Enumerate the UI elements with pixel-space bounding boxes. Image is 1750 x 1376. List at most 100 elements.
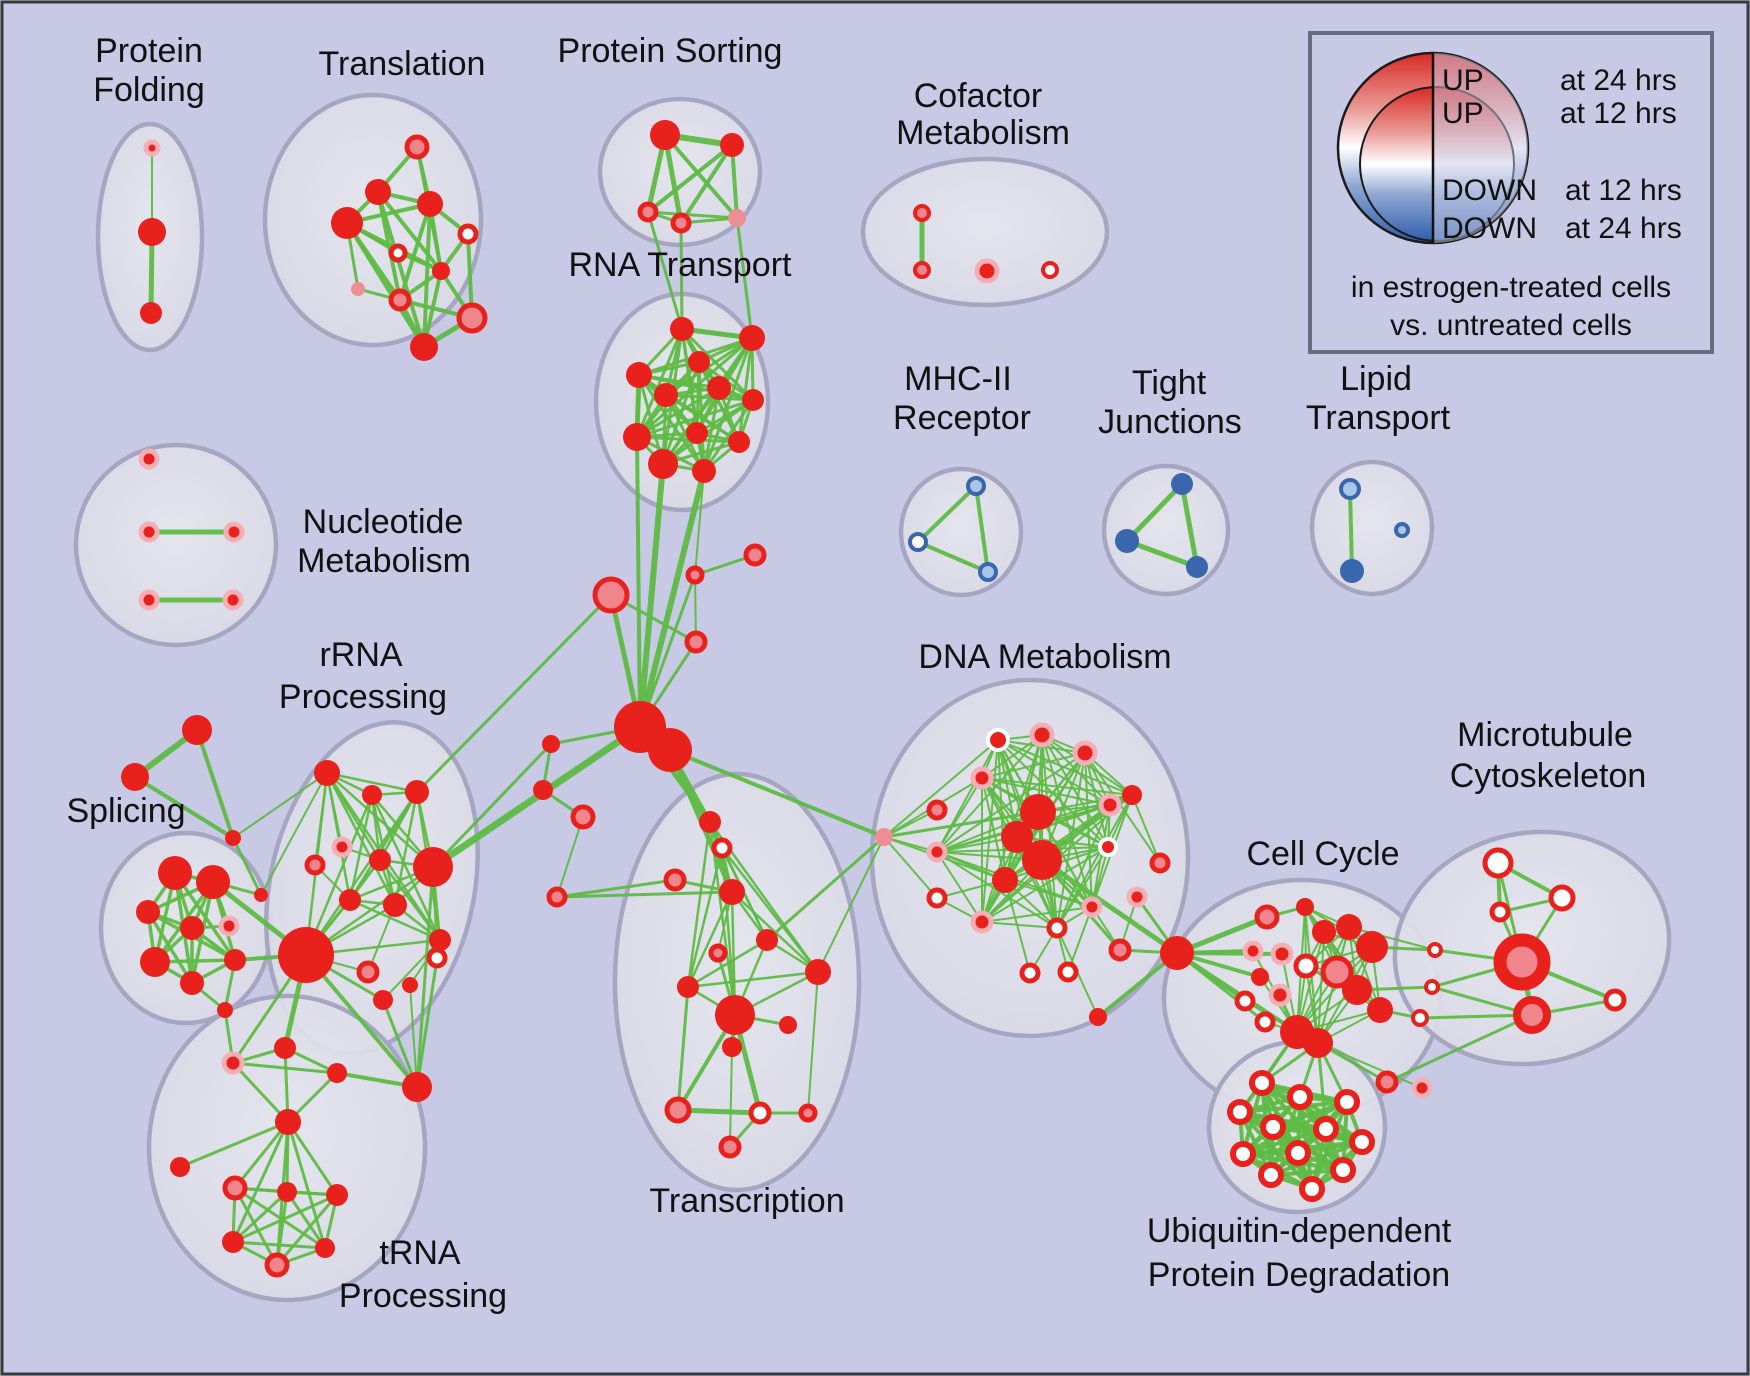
node-cc11 <box>1268 983 1292 1007</box>
edge-ps2-ps4 <box>646 210 739 220</box>
node-rr6 <box>413 847 453 887</box>
node-cc14 <box>1254 1011 1276 1033</box>
node-dm1 <box>1029 722 1055 748</box>
edge-dm5-dm0 <box>883 739 999 838</box>
node-ub1 <box>1287 1084 1313 1110</box>
node-cc4 <box>1356 931 1388 963</box>
node-mt8 <box>1411 1009 1429 1027</box>
node-sp5 <box>140 947 170 977</box>
edge-tx3-tx6 <box>686 890 734 989</box>
edge-tn5-tn9 <box>233 1186 327 1250</box>
node-dm0 <box>986 728 1010 752</box>
edge-rt10-ch0 <box>637 461 666 730</box>
node-lt2 <box>1394 522 1410 538</box>
node-dm20 <box>1057 961 1079 983</box>
edge-tn3-tn4 <box>178 1120 290 1169</box>
node-dm7 <box>1020 794 1056 830</box>
node-rr0 <box>314 760 340 786</box>
edge-tn3-tn7 <box>286 1120 339 1197</box>
edge-rt3-rt6 <box>637 373 755 402</box>
node-rr2 <box>405 780 429 804</box>
legend-row-label: DOWN <box>1442 212 1537 245</box>
edge-tn3-tn8 <box>231 1120 290 1244</box>
cluster-ellipse-mhc-ii-receptor <box>898 466 1024 598</box>
node-sp7 <box>224 949 246 971</box>
edge-dm5-dm14 <box>883 836 938 899</box>
edge-rr1-rr10 <box>304 793 374 957</box>
node-ch1 <box>648 728 692 772</box>
node-ps2 <box>637 201 659 223</box>
edge-ps1-ps3 <box>679 143 734 225</box>
node-dm21 <box>1089 1008 1107 1026</box>
edge-cc4-cc15 <box>1296 946 1373 1033</box>
edge-tr1-tr10 <box>376 190 426 349</box>
edge-dm23-dm2 <box>1084 752 1161 864</box>
cluster-label-mhc-ii-receptor-0: MHC-II <box>904 360 1012 398</box>
node-rr3 <box>331 836 353 858</box>
node-mt3 <box>1427 942 1443 958</box>
node-tx10 <box>722 1037 742 1057</box>
node-lt1 <box>1340 559 1364 583</box>
edge-tn6-tn8 <box>231 1190 289 1244</box>
edge-dm3-dm16 <box>981 777 1058 929</box>
edge-rr6-rr14 <box>415 865 435 1089</box>
edge-tr3-tr8 <box>398 202 432 302</box>
node-cc1 <box>1296 898 1314 916</box>
edge-dm2-dm3 <box>981 752 1086 779</box>
node-rr14 <box>402 1072 432 1102</box>
cluster-label-translation-0: Translation <box>319 45 486 83</box>
edge-ps2-rt0 <box>646 210 684 331</box>
node-rt9 <box>728 431 750 453</box>
edge-cc2-cc15 <box>1296 931 1325 1033</box>
node-mt0 <box>1482 847 1514 879</box>
node-dm12 <box>1122 785 1142 805</box>
node-tx0 <box>699 811 721 833</box>
edge-ch8-ch9 <box>556 816 584 898</box>
edge-rr16-rr14 <box>409 984 418 1088</box>
node-tn5 <box>222 1175 248 1201</box>
node-mt1 <box>1548 884 1576 912</box>
cluster-label-ubiquitin-dependent-protein-degradation-1: Protein Degradation <box>1148 1256 1450 1294</box>
edge-tj0-tj2 <box>1179 481 1200 570</box>
node-tx13 <box>798 1103 818 1123</box>
edge-sp8-rr0 <box>260 772 328 896</box>
edge-mh0-mh2 <box>974 484 990 574</box>
edge-tx14-tx10 <box>729 1046 733 1148</box>
edge-cc21-mt7 <box>1385 1013 1534 1084</box>
node-sp0 <box>158 856 192 890</box>
node-dm16 <box>1046 917 1068 939</box>
edge-dm12-dm16 <box>1056 794 1133 929</box>
node-dm6 <box>926 841 948 863</box>
node-nm3 <box>138 589 160 611</box>
edge-tx4-dm5 <box>765 835 886 942</box>
node-rt5 <box>707 376 731 400</box>
edge-dm6-dm7 <box>936 811 1039 853</box>
node-tn8 <box>222 1231 244 1253</box>
cluster-label-tight-junctions-1: Junctions <box>1098 403 1242 441</box>
edge-rt0-rt6 <box>680 327 755 402</box>
edge-dm0-dm6 <box>936 739 999 853</box>
edge-rt0-rt8 <box>635 327 684 439</box>
cluster-label-tight-junctions-0: Tight <box>1132 364 1207 402</box>
edge-ub5-ub6 <box>1241 1127 1328 1156</box>
cluster-label-rna-transport-0: RNA Transport <box>569 246 793 284</box>
edge-tn6-tn9 <box>285 1190 327 1250</box>
cluster-label-cofactor-metabolism-1: Metabolism <box>896 114 1070 152</box>
node-cf3 <box>1041 261 1059 279</box>
node-dm2 <box>1072 740 1098 766</box>
cluster-ellipse-nucleotide-metabolism <box>73 442 279 648</box>
node-ub4 <box>1260 1114 1286 1140</box>
edge-tx8-dm5 <box>817 836 885 973</box>
cluster-label-microtubule-cytoskeleton-0: Microtubule <box>1457 716 1633 754</box>
edge-tx6-tx8 <box>686 970 820 989</box>
edge-dm11-dm16 <box>1056 804 1111 929</box>
node-dm18 <box>1108 938 1132 962</box>
node-tn2 <box>327 1063 347 1083</box>
node-dm15 <box>970 910 994 934</box>
edge-tr3-tr10 <box>422 202 432 349</box>
edge-fr2-rr0 <box>232 772 328 839</box>
edge-rr2-rr10 <box>304 790 419 957</box>
node-dm23 <box>1149 852 1171 874</box>
node-tj2 <box>1186 556 1208 578</box>
